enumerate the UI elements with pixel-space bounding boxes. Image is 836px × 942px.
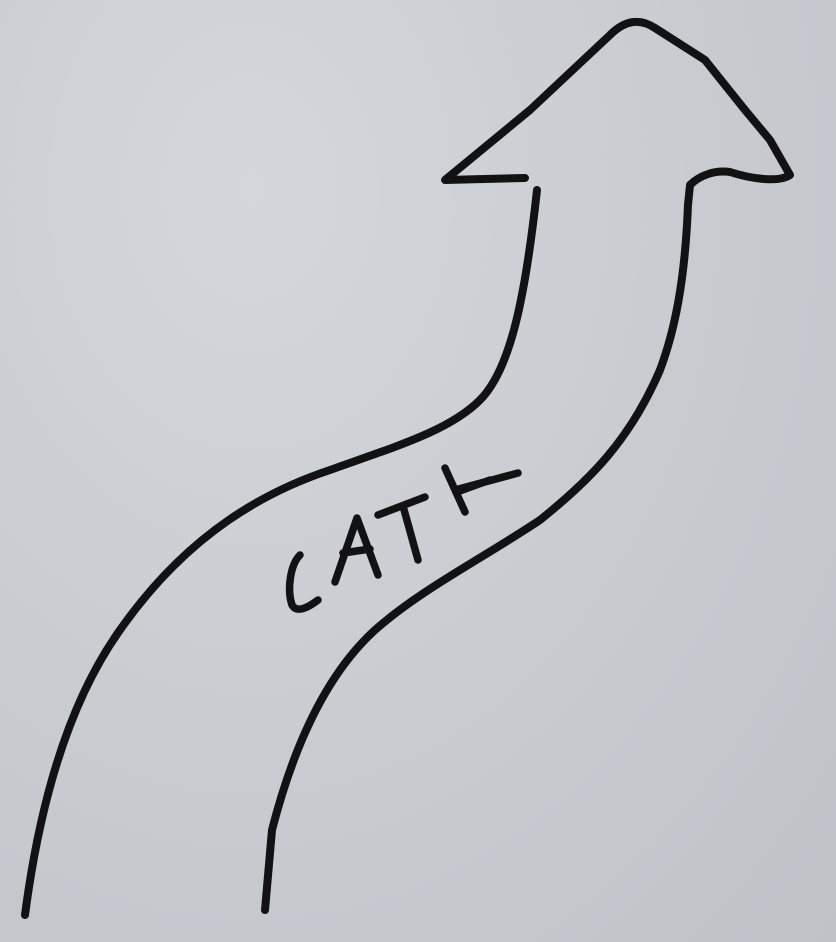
letter-c	[285, 551, 322, 613]
arrow-label-handwriting: CATK	[285, 464, 522, 613]
letter-a	[331, 514, 382, 586]
arrow-head	[441, 17, 794, 209]
arrow-left-edge	[21, 186, 541, 919]
arrow-right-edge	[261, 201, 692, 914]
letter-k	[441, 464, 522, 516]
letter-t	[374, 493, 429, 564]
